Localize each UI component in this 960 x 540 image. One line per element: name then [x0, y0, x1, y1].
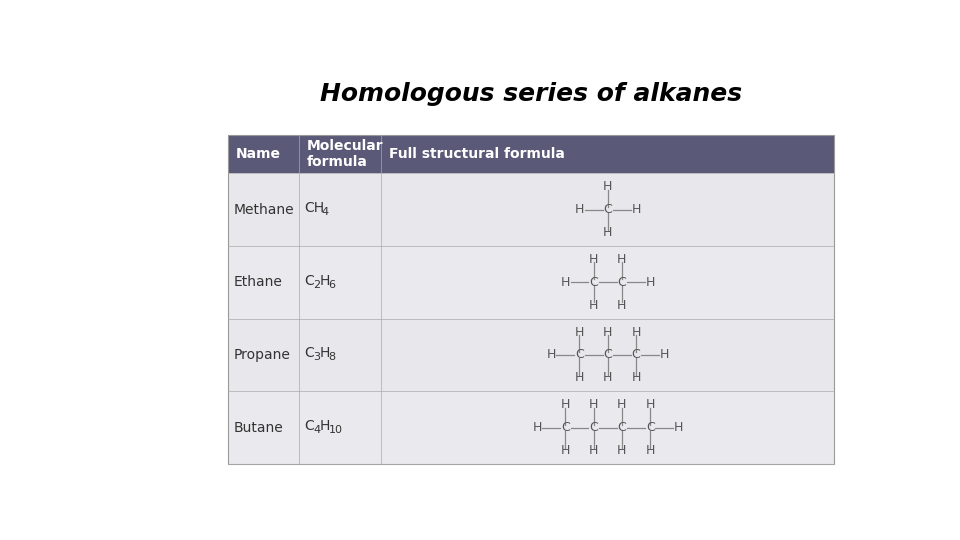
Text: Butane: Butane: [234, 421, 283, 435]
Text: H: H: [561, 444, 570, 457]
Text: C: C: [589, 421, 598, 434]
Text: H: H: [617, 299, 627, 312]
Text: Homologous series of alkanes: Homologous series of alkanes: [320, 82, 742, 106]
Text: C: C: [561, 421, 569, 434]
Text: C: C: [632, 348, 640, 361]
Text: C: C: [304, 419, 314, 433]
Text: H: H: [320, 419, 330, 433]
Text: Propane: Propane: [234, 348, 291, 362]
Text: Methane: Methane: [234, 202, 295, 217]
Bar: [228, 136, 834, 464]
Text: H: H: [645, 276, 655, 289]
Text: C: C: [646, 421, 655, 434]
Text: 4: 4: [313, 425, 321, 435]
Text: H: H: [575, 326, 585, 339]
Text: C: C: [604, 203, 612, 216]
Text: H: H: [546, 348, 556, 361]
Text: Ethane: Ethane: [234, 275, 282, 289]
Text: C: C: [617, 276, 626, 289]
Text: H: H: [603, 372, 612, 384]
Text: H: H: [603, 326, 612, 339]
Text: 10: 10: [328, 425, 343, 435]
Text: H: H: [320, 274, 330, 288]
Text: CH: CH: [304, 201, 324, 215]
Text: C: C: [304, 274, 314, 288]
Text: H: H: [588, 253, 598, 266]
Text: H: H: [617, 399, 627, 411]
Text: H: H: [660, 348, 669, 361]
Text: H: H: [588, 399, 598, 411]
Text: C: C: [304, 346, 314, 360]
Text: C: C: [575, 348, 584, 361]
Text: 6: 6: [328, 280, 336, 290]
Bar: [228, 319, 834, 392]
Text: 2: 2: [313, 280, 321, 290]
Text: C: C: [604, 348, 612, 361]
Text: H: H: [632, 372, 640, 384]
Bar: [228, 246, 834, 319]
Text: Full structural formula: Full structural formula: [389, 147, 564, 161]
Text: 3: 3: [313, 353, 321, 362]
Text: H: H: [588, 444, 598, 457]
Text: H: H: [603, 180, 612, 193]
Text: H: H: [674, 421, 684, 434]
Text: H: H: [632, 203, 640, 216]
Bar: [228, 392, 834, 464]
Text: H: H: [617, 444, 627, 457]
Text: H: H: [561, 399, 570, 411]
Text: H: H: [632, 326, 640, 339]
Bar: [228, 136, 834, 173]
Text: Molecular
formula: Molecular formula: [307, 139, 383, 170]
Text: H: H: [320, 346, 330, 360]
Bar: [228, 173, 834, 246]
Text: 8: 8: [328, 353, 336, 362]
Text: H: H: [575, 372, 585, 384]
Text: H: H: [561, 276, 570, 289]
Text: H: H: [645, 444, 655, 457]
Text: 4: 4: [322, 207, 329, 217]
Text: C: C: [589, 276, 598, 289]
Text: C: C: [617, 421, 626, 434]
Text: H: H: [617, 253, 627, 266]
Text: H: H: [588, 299, 598, 312]
Text: H: H: [533, 421, 541, 434]
Text: H: H: [645, 399, 655, 411]
Text: H: H: [575, 203, 585, 216]
Text: H: H: [603, 226, 612, 239]
Text: Name: Name: [235, 147, 280, 161]
